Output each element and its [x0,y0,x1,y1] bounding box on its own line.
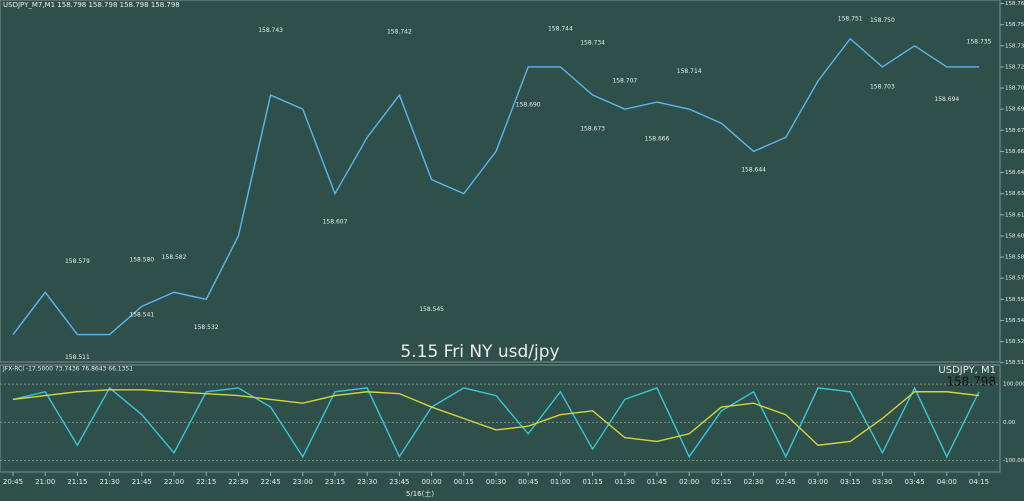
price-annotation: 158.703 [870,83,895,90]
price-annotation: 158.673 [580,126,605,133]
price-annotation: 158.694 [934,96,959,103]
x-tick-label: 01:30 [615,478,635,486]
y-tick-label: 158.540 [1005,318,1024,324]
y-tick-label: 158.585 [1005,255,1024,261]
indicator-tick-label: 0.00 [1003,420,1016,426]
x-tick-label: 02:00 [679,478,699,486]
x-tick-label: 02:15 [711,478,731,486]
y-tick-label: 158.570 [1005,276,1024,282]
chart-title: 5.15 Fri NY usd/jpy [400,342,559,362]
indicator-price: 158.798 [946,375,996,389]
price-annotation: 158.541 [129,312,154,319]
price-annotation: 158.714 [677,68,702,75]
x-tick-label: 23:00 [293,478,313,486]
x-tick-label: 02:30 [744,478,764,486]
price-annotation: 158.690 [516,102,541,109]
price-annotation: 158.607 [323,219,348,226]
x-tick-label: 23:30 [357,478,377,486]
x-tick-label: 23:15 [325,478,345,486]
x-tick-label: 20:45 [3,478,23,486]
price-annotation: 158.545 [419,306,444,313]
price-annotation: 158.580 [129,257,154,264]
price-annotation: 158.666 [645,135,670,142]
x-tick-label: 21:15 [67,478,87,486]
y-tick-label: 158.765 [1005,1,1024,7]
y-tick-label: 158.615 [1005,212,1024,218]
x-tick-label: 22:45 [261,478,281,486]
price-annotation: 158.707 [612,78,637,85]
series-line [12,37,979,336]
price-annotation: 158.743 [258,27,283,34]
series-line [12,389,980,446]
y-tick-label: 158.720 [1005,64,1024,70]
indicator-panel [0,364,1001,473]
x-tick-label: 00:45 [518,478,538,486]
x-tick-label: 01:45 [647,478,667,486]
x-tick-label: 02:45 [776,478,796,486]
x-tick-label: 03:00 [808,478,828,486]
y-tick-label: 158.735 [1005,43,1024,49]
x-tick-label: 04:00 [937,478,957,486]
indicator-title: JFX-RCI -17.5000 73.7436 76.8643 66.1351 [2,366,133,373]
y-tick-label: 158.705 [1005,86,1024,92]
date-label: 5/16(土) [406,489,434,498]
series-line [12,386,980,459]
price-annotation: 158.734 [580,40,605,47]
x-tick-label: 00:15 [454,478,474,486]
x-tick-label: 22:00 [164,478,184,486]
price-annotation: 158.532 [194,324,219,331]
y-tick-label: 158.690 [1005,107,1024,113]
x-tick-label: 22:15 [196,478,216,486]
x-tick-label: 03:15 [840,478,860,486]
y-tick-label: 158.510 [1005,360,1024,366]
price-annotation: 158.735 [967,38,992,45]
price-annotation: 158.744 [548,26,573,33]
x-tick-label: 03:30 [872,478,892,486]
y-tick-label: 158.600 [1005,233,1024,239]
main-panel [0,0,1001,363]
y-tick-label: 158.630 [1005,191,1024,197]
price-annotation: 158.751 [838,16,863,23]
price-annotation: 158.742 [387,28,412,35]
price-annotation: 158.582 [162,254,187,261]
price-annotation: 158.579 [65,258,90,265]
header: USDJPY_M7,M1 158.798 158.798 158.798 158… [3,1,180,9]
y-tick-label: 158.660 [1005,149,1024,155]
x-tick-label: 03:45 [905,478,925,486]
x-tick-label: 21:30 [100,478,120,486]
x-tick-label: 23:45 [389,478,409,486]
x-tick-label: 00:00 [422,478,442,486]
y-tick-label: 158.645 [1005,170,1024,176]
y-tick-label: 158.555 [1005,297,1024,303]
y-tick-label: 158.675 [1005,128,1024,134]
x-tick-label: 00:30 [486,478,506,486]
y-tick-label: 158.525 [1005,339,1024,345]
x-tick-label: 01:00 [550,478,570,486]
x-tick-label: 22:30 [228,478,248,486]
price-annotation: 158.511 [65,354,90,361]
y-tick-label: 158.750 [1005,22,1024,28]
x-tick-label: 21:00 [35,478,55,486]
x-tick-label: 21:45 [132,478,152,486]
x-tick-label: 01:15 [583,478,603,486]
price-annotation: 158.750 [870,17,895,24]
price-annotation: 158.644 [741,166,766,173]
indicator-symbol: USDJPY, M1 [938,365,996,376]
x-tick-label: 04:15 [969,478,989,486]
